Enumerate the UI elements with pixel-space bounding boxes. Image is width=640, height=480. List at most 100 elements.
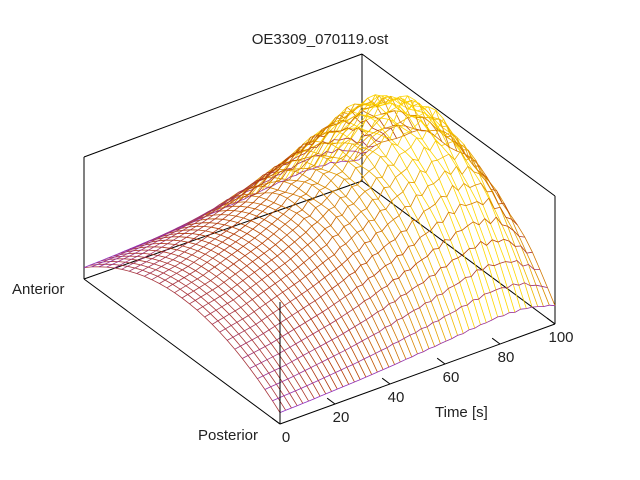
mesh-line-position	[176, 229, 184, 234]
mesh-line-position	[391, 143, 398, 146]
mesh-line-position	[364, 241, 371, 244]
mesh-line-position	[327, 156, 334, 160]
mesh-line-position	[202, 302, 209, 308]
mesh-line-position	[246, 261, 253, 267]
mesh-line-position	[490, 216, 497, 225]
mesh-line-position	[142, 240, 149, 245]
mesh-line-time	[101, 258, 298, 406]
mesh-line-position	[176, 245, 183, 251]
mesh-line-position	[171, 233, 178, 238]
mesh-line-position	[404, 146, 412, 153]
mesh-line-position	[197, 226, 204, 231]
mesh-line-position	[393, 106, 401, 122]
mesh-line-position	[193, 234, 201, 239]
mesh-line-position	[360, 262, 367, 266]
mesh-line-position	[475, 160, 482, 175]
mesh-line-position	[465, 203, 472, 206]
mesh-line-position	[385, 262, 392, 266]
mesh-line-position	[461, 304, 468, 307]
mesh-line-position	[342, 112, 349, 115]
mesh-line-position	[140, 246, 147, 251]
mesh-line-position	[140, 261, 147, 266]
mesh-line-position	[190, 225, 197, 231]
mesh-line-position	[362, 170, 370, 178]
mesh-line-position	[283, 179, 290, 182]
mesh-line-position	[192, 218, 199, 223]
mesh-line-position	[301, 244, 308, 250]
mesh-line-position	[401, 114, 408, 128]
mesh-line-position	[220, 258, 227, 264]
x-tick-label-60: 60	[443, 369, 460, 386]
mesh-line-position	[475, 183, 482, 186]
mesh-line-position	[258, 219, 265, 225]
mesh-line-position	[291, 151, 298, 155]
mesh-line-position	[228, 210, 235, 216]
mesh-line-position	[217, 281, 225, 287]
mesh-line-position	[520, 308, 527, 310]
mesh-line-position	[340, 196, 347, 198]
mesh-line-position	[278, 180, 285, 183]
mesh-line-position	[421, 185, 429, 196]
mesh-line-position	[106, 255, 113, 259]
mesh-line-position	[325, 122, 332, 133]
mesh-line-position	[463, 183, 470, 188]
mesh-line-position	[433, 128, 440, 138]
mesh-line-position	[425, 229, 432, 235]
mesh-line-position	[286, 229, 293, 236]
mesh-line-position	[308, 398, 315, 402]
mesh-line-position	[277, 251, 284, 257]
mesh-line-position	[215, 306, 223, 311]
mesh-line-position	[462, 149, 469, 151]
mesh-line-position	[261, 172, 268, 180]
mesh-line-position	[311, 267, 318, 273]
mesh-line-position	[393, 154, 400, 166]
mesh-line-position	[332, 148, 340, 158]
mesh-line-position	[326, 288, 333, 294]
mesh-line-position	[465, 156, 472, 161]
x-tick-mark-60	[436, 357, 446, 365]
mesh-line-position	[331, 142, 338, 145]
mesh-line-position	[309, 253, 316, 259]
mesh-line-position	[216, 271, 223, 277]
mesh-line-position	[494, 206, 501, 210]
mesh-line-position	[471, 157, 478, 171]
mesh-line-position	[211, 320, 219, 325]
mesh-line-position	[266, 356, 273, 361]
mesh-line-position	[460, 144, 467, 157]
mesh-line-position	[332, 188, 339, 192]
mesh-line-position	[197, 274, 204, 280]
mesh-line-position	[376, 129, 383, 134]
mesh-line-position	[286, 271, 293, 276]
mesh-line-position	[461, 166, 469, 175]
mesh-line-position	[452, 140, 460, 146]
mesh-line-position	[182, 266, 189, 271]
mesh-line-position	[276, 381, 283, 385]
mesh-line-position	[265, 259, 272, 265]
mesh-line-position	[446, 185, 453, 198]
mesh-line-position	[225, 288, 232, 294]
mesh-line-position	[273, 194, 281, 203]
mesh-line-position	[362, 278, 369, 286]
mesh-line-position	[288, 170, 296, 181]
mesh-line-position	[417, 351, 424, 355]
mesh-line-position	[133, 247, 140, 252]
mesh-line-position	[330, 268, 337, 274]
mesh-line-position	[222, 214, 229, 220]
mesh-line-position	[335, 264, 343, 270]
mesh-line-position	[330, 216, 337, 226]
mesh-line-position	[159, 256, 166, 262]
mesh-line-position	[210, 223, 218, 228]
mesh-line-position	[371, 127, 378, 131]
mesh-line-position	[440, 266, 447, 268]
mesh-line-position	[386, 343, 394, 349]
mesh-line-position	[456, 166, 463, 175]
mesh-line-position	[477, 170, 484, 175]
mesh-line-position	[171, 227, 178, 232]
mesh-line-position	[232, 200, 239, 205]
mesh-line-position	[380, 95, 388, 104]
mesh-line-position	[129, 252, 136, 257]
mesh-line-position	[497, 315, 504, 318]
mesh-line-position	[195, 222, 203, 227]
mesh-line-position	[391, 195, 398, 202]
mesh-line-position	[326, 236, 333, 246]
